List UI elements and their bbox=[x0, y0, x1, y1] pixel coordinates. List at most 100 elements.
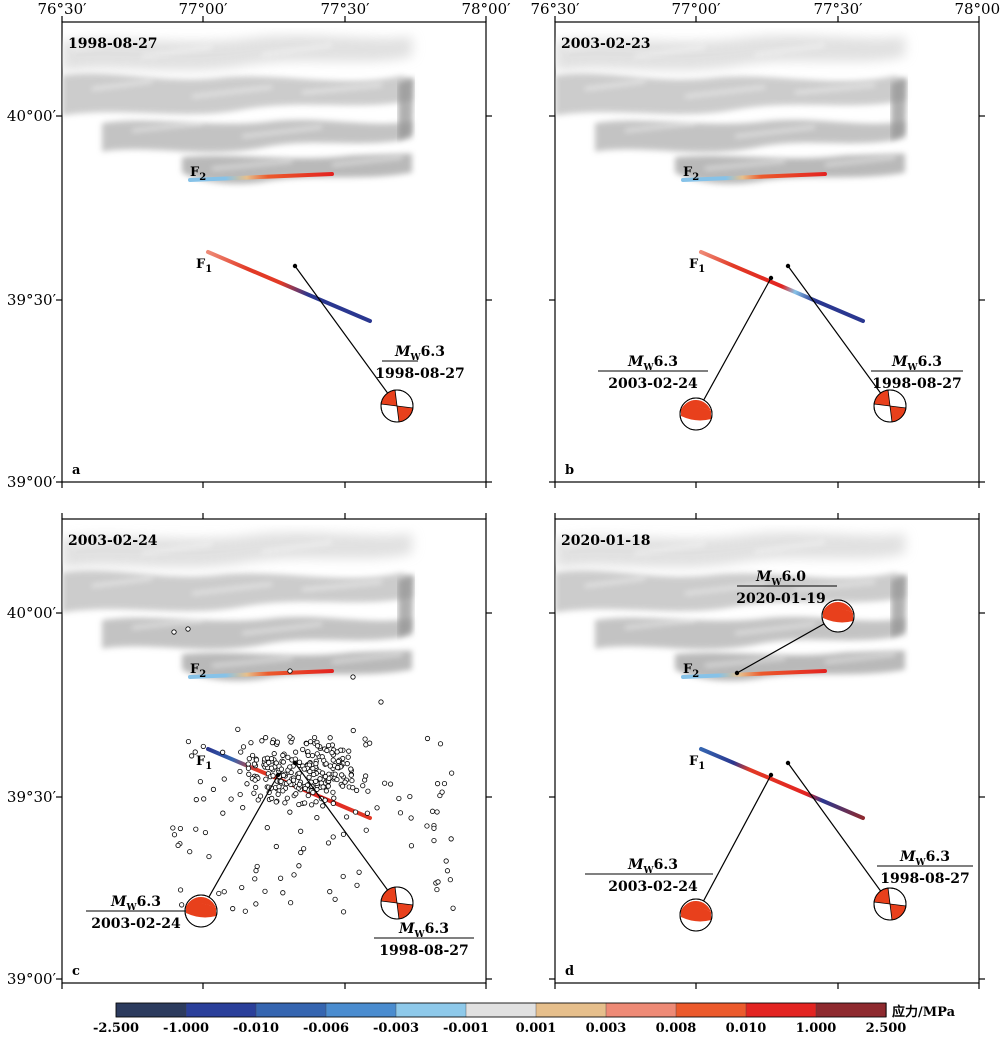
colorbar-segment bbox=[605, 1002, 677, 1018]
aftershock-point bbox=[325, 742, 332, 749]
aftershock-point bbox=[342, 779, 348, 785]
aftershock-point bbox=[278, 766, 285, 772]
panel-date-label: 2003-02-23 bbox=[561, 36, 651, 52]
aftershock-point bbox=[291, 872, 297, 878]
aftershock-point bbox=[354, 882, 360, 888]
magnitude-label: MW6.3 bbox=[110, 894, 161, 913]
colorbar-tick-label: -0.003 bbox=[373, 1021, 419, 1036]
aftershock-point bbox=[319, 754, 325, 760]
event-date-label: 2020-01-19 bbox=[736, 591, 826, 607]
aftershock-point bbox=[429, 808, 436, 814]
panel-date-label: 2020-01-18 bbox=[561, 533, 651, 549]
aftershock-point bbox=[387, 781, 394, 787]
aftershock-point bbox=[320, 784, 326, 790]
colorbar-segment bbox=[115, 1002, 187, 1018]
colorbar-segment bbox=[325, 1002, 397, 1018]
aftershock-point bbox=[323, 788, 329, 794]
event-date-label: 1998-08-27 bbox=[872, 376, 962, 392]
aftershock-point bbox=[397, 810, 404, 816]
panel-letter-label: a bbox=[72, 463, 81, 478]
aftershock-point bbox=[305, 752, 311, 758]
aftershock-point bbox=[340, 873, 346, 880]
aftershock-point bbox=[237, 768, 243, 775]
aftershock-point bbox=[424, 735, 431, 742]
aftershock-point bbox=[242, 908, 248, 914]
focal-mechanism-2003-02-24: MW6.3 2003-02-24 bbox=[598, 275, 774, 431]
epicenter-marker bbox=[734, 670, 740, 676]
event-label: MW6.3 2003-02-24 bbox=[585, 857, 713, 895]
aftershock-point bbox=[340, 909, 347, 915]
fault-f2 bbox=[188, 172, 334, 182]
aftershock-point bbox=[280, 752, 286, 758]
aftershock-point bbox=[424, 823, 430, 829]
magnitude-label: MW6.3 bbox=[899, 849, 950, 868]
longitude-tick-label: 77°00′ bbox=[178, 0, 228, 18]
aftershock-point bbox=[248, 740, 254, 746]
aftershock-point bbox=[273, 799, 279, 805]
aftershock-point bbox=[228, 796, 234, 802]
aftershock-point bbox=[237, 791, 243, 798]
latitude-tick-label: 39°30′ bbox=[7, 788, 57, 806]
colorbar-tick-label: 0.008 bbox=[656, 1021, 697, 1036]
aftershock-point bbox=[303, 741, 310, 747]
aftershock-cloud bbox=[170, 626, 456, 915]
epicenter-marker bbox=[292, 263, 298, 269]
aftershock-point bbox=[275, 791, 281, 797]
aftershock-point bbox=[230, 906, 236, 912]
aftershock-point bbox=[447, 877, 453, 883]
epicenter-leader-line bbox=[294, 762, 398, 904]
beachball-icon bbox=[679, 898, 713, 932]
aftershock-point bbox=[327, 889, 333, 895]
longitude-tick-label: 78°00′ bbox=[954, 0, 1000, 18]
aftershock-point bbox=[345, 754, 351, 760]
event-label: MW6.3 1998-08-27 bbox=[374, 921, 474, 959]
aftershock-point bbox=[201, 796, 207, 802]
colorbar-segment bbox=[675, 1002, 747, 1018]
aftershock-point bbox=[332, 771, 338, 777]
aftershock-point bbox=[348, 772, 354, 778]
aftershock-point bbox=[296, 801, 302, 808]
aftershock-point bbox=[202, 829, 209, 836]
aftershock-point bbox=[325, 783, 331, 789]
aftershock-point bbox=[344, 761, 350, 767]
aftershock-point bbox=[264, 755, 271, 761]
aftershock-point bbox=[235, 726, 241, 732]
aftershock-point bbox=[449, 770, 455, 776]
aftershock-point bbox=[298, 849, 304, 856]
map-panel-d: 2020-01-18dF2F1MW6.02020-01-19MW6.32003-… bbox=[549, 513, 985, 989]
aftershock-point bbox=[335, 764, 341, 771]
aftershock-point bbox=[439, 789, 445, 795]
event-label: MW6.3 1998-08-27 bbox=[877, 849, 973, 887]
longitude-tick-label: 76°30′ bbox=[37, 0, 87, 18]
aftershock-point bbox=[348, 766, 354, 772]
aftershock-point bbox=[441, 780, 448, 787]
aftershock-point bbox=[246, 771, 252, 777]
aftershock-point bbox=[340, 831, 347, 837]
aftershock-point bbox=[310, 789, 316, 796]
aftershock-point bbox=[330, 789, 336, 795]
aftershock-point bbox=[378, 699, 384, 705]
aftershock-point bbox=[435, 879, 441, 885]
aftershock-point bbox=[282, 800, 288, 806]
magnitude-label: MW6.0 bbox=[755, 569, 806, 588]
aftershock-point bbox=[280, 772, 287, 779]
latitude-tick-label: 40°00′ bbox=[7, 107, 57, 125]
aftershock-point bbox=[307, 768, 313, 775]
aftershock-point bbox=[245, 765, 252, 771]
aftershock-point bbox=[177, 825, 184, 832]
aftershock-point bbox=[296, 863, 302, 869]
epicenter-leader-line bbox=[200, 774, 279, 912]
aftershock-point bbox=[268, 756, 275, 762]
aftershock-point bbox=[320, 803, 326, 809]
beachball-icon bbox=[821, 599, 855, 633]
aftershock-point bbox=[285, 754, 291, 760]
aftershock-point bbox=[206, 853, 212, 860]
aftershock-point bbox=[197, 779, 203, 785]
epicenter-leader-line bbox=[695, 774, 772, 916]
colorbar-segment bbox=[185, 1002, 257, 1018]
focal-mechanism-1998-08-27: MW6.3 1998-08-27 bbox=[292, 760, 474, 959]
focal-mechanism-2020-01-19: MW6.0 2020-01-19 bbox=[734, 569, 855, 676]
colorbar-tick-label: -0.001 bbox=[443, 1021, 489, 1036]
aftershock-point bbox=[221, 889, 227, 895]
aftershock-point bbox=[240, 744, 247, 750]
